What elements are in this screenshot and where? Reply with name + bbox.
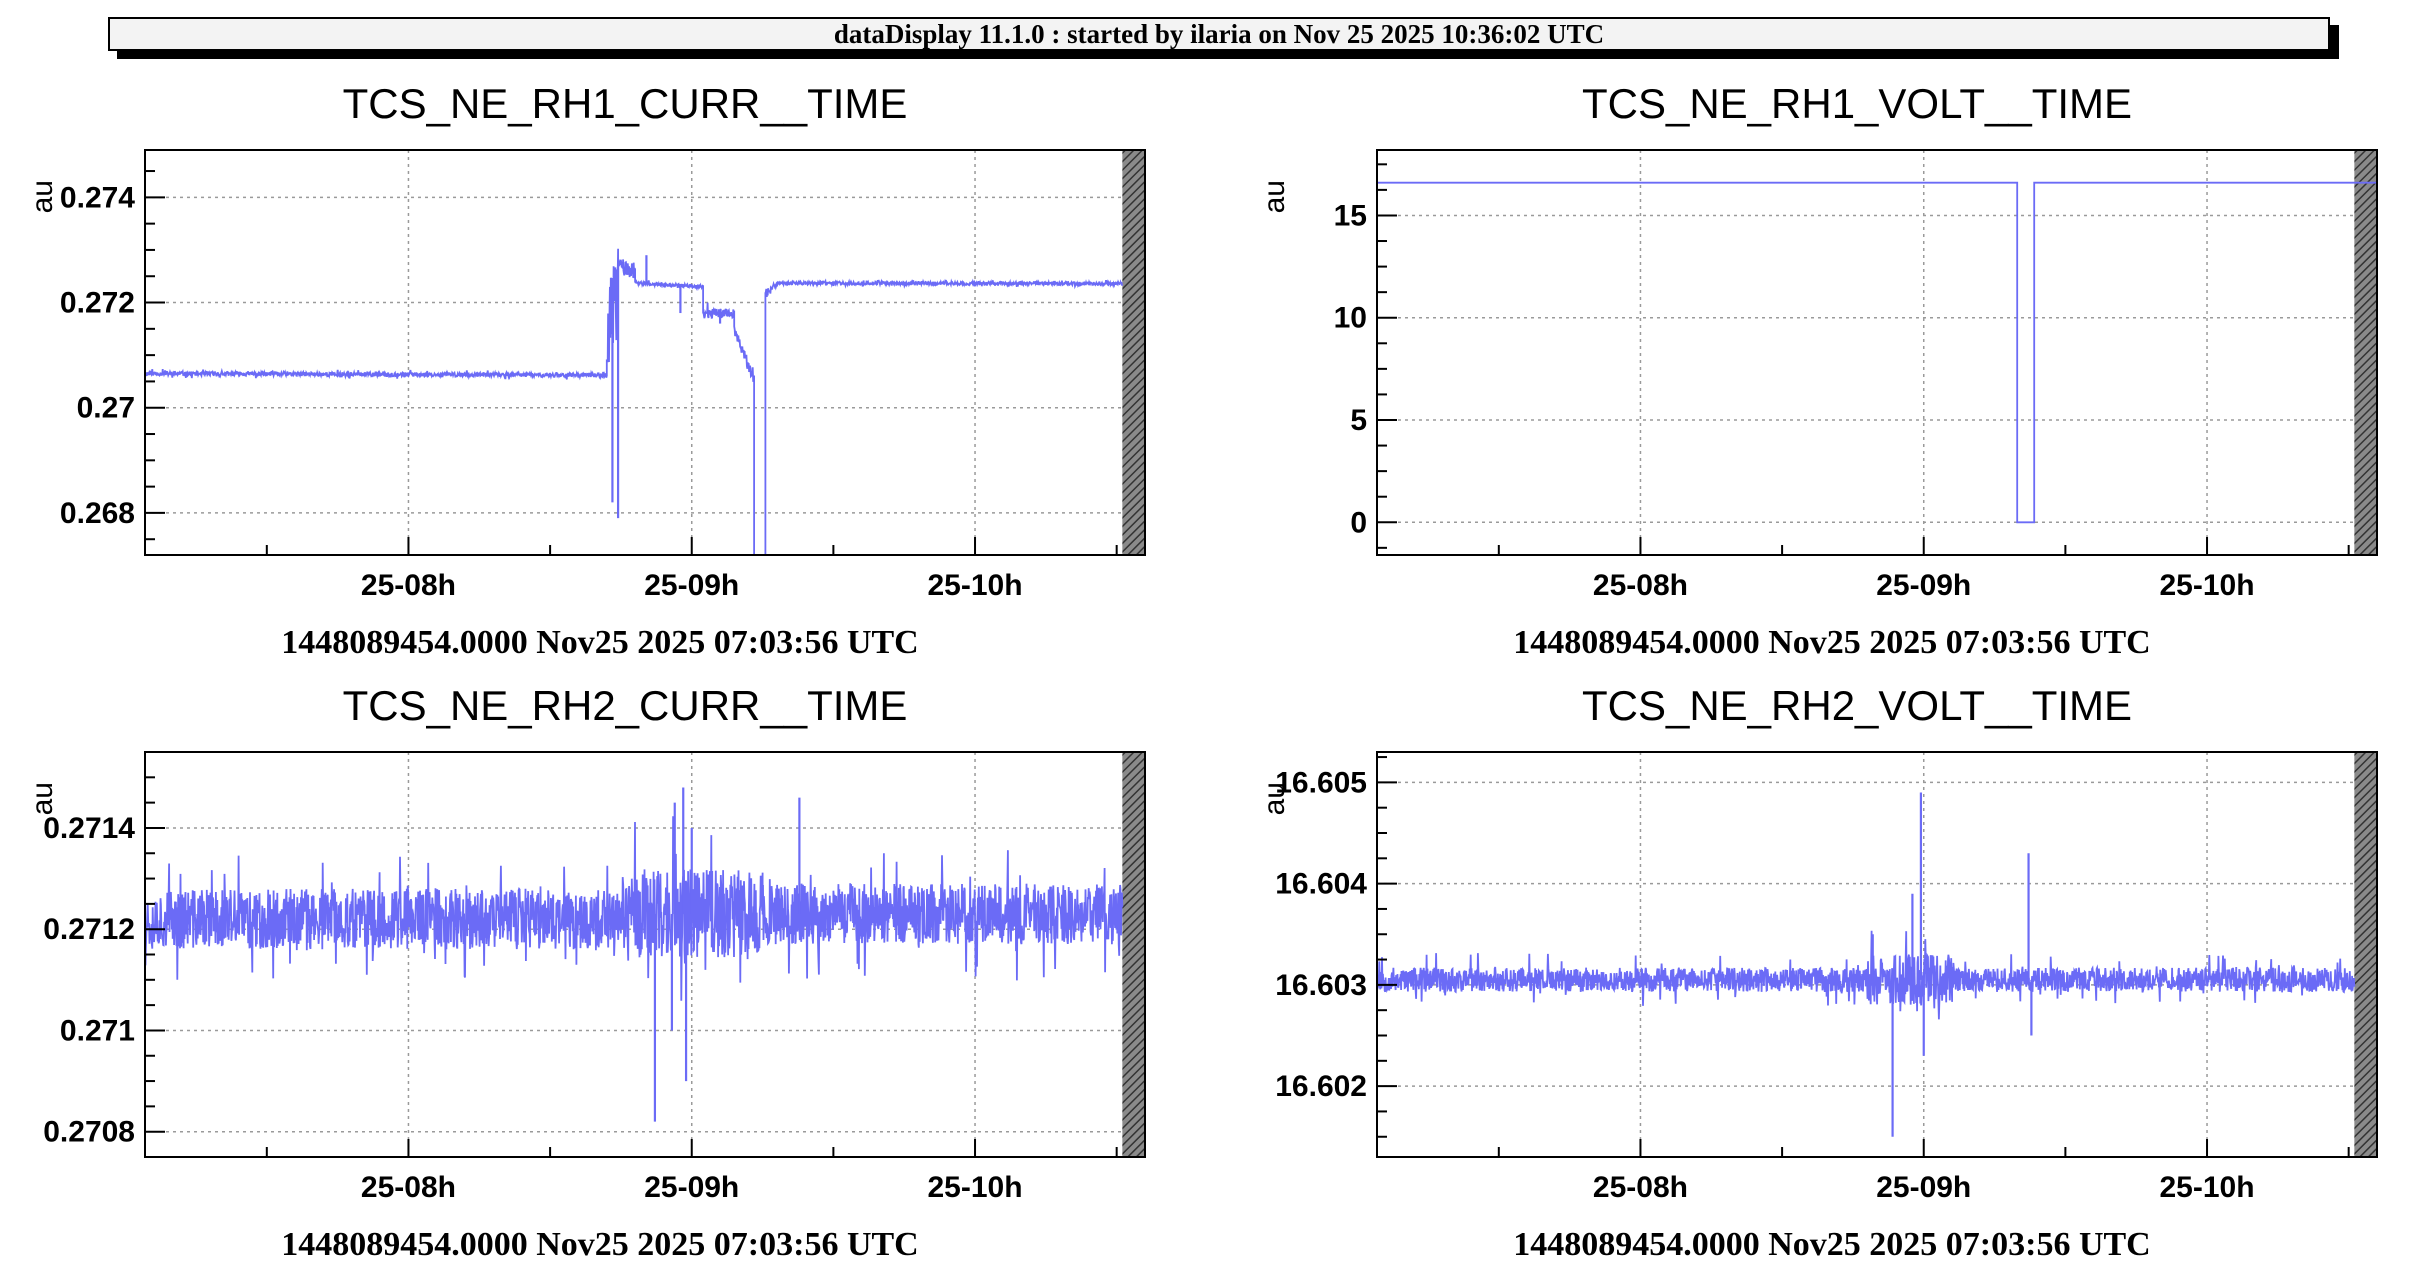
- x-tick-label: 25-08h: [361, 1171, 456, 1204]
- y-tick-label: 0: [1350, 506, 1367, 539]
- x-tick-label: 25-08h: [1593, 1171, 1688, 1204]
- plot-frame: [1376, 149, 2378, 556]
- x-tick-label: 25-09h: [1876, 569, 1971, 602]
- x-tick-label: 25-10h: [2159, 1171, 2254, 1204]
- y-tick-label: 16.603: [1275, 969, 1367, 1002]
- chart-footer-timestamp: 1448089454.0000 Nov25 2025 07:03:56 UTC: [281, 624, 918, 661]
- y-tick-label: 0.2712: [43, 913, 135, 946]
- y-tick-label: 15: [1334, 199, 1367, 232]
- series-line: [144, 248, 1124, 556]
- y-tick-label: 0.274: [60, 181, 135, 214]
- x-tick-label: 25-10h: [927, 569, 1022, 602]
- y-tick-label: 0.2714: [43, 812, 135, 845]
- y-tick-label: 10: [1334, 302, 1367, 335]
- y-tick-label: 16.602: [1275, 1070, 1367, 1103]
- y-tick-label: 0.27: [77, 392, 135, 425]
- y-tick-label: 16.605: [1275, 766, 1367, 799]
- chart-footer-timestamp: 1448089454.0000 Nov25 2025 07:03:56 UTC: [281, 1226, 918, 1263]
- x-tick-label: 25-10h: [2159, 569, 2254, 602]
- plot-frame: [1376, 751, 2378, 1158]
- window-title: dataDisplay 11.1.0 : started by ilaria o…: [833, 19, 1605, 49]
- x-tick-label: 25-09h: [644, 1171, 739, 1204]
- no-data-region: [2354, 752, 2377, 1157]
- window-title-bar: dataDisplay 11.1.0 : started by ilaria o…: [108, 17, 2330, 51]
- series-line: [1377, 181, 2377, 524]
- y-tick-label: 0.2708: [43, 1116, 135, 1149]
- series-line: [144, 816, 1124, 1001]
- x-tick-label: 25-08h: [361, 569, 456, 602]
- plot-frame: [144, 751, 1146, 1158]
- grid: [1377, 752, 2377, 1157]
- y-tick-label: 5: [1350, 404, 1367, 437]
- plot-frame: [144, 149, 1146, 556]
- x-tick-label: 25-08h: [1593, 569, 1688, 602]
- y-axis-label: au: [1258, 782, 1291, 815]
- x-tick-label: 25-09h: [644, 569, 739, 602]
- y-axis-label: au: [26, 180, 59, 213]
- grid: [145, 150, 1145, 555]
- y-tick-label: 0.272: [60, 287, 135, 320]
- y-tick-label: 0.268: [60, 497, 135, 530]
- chart-footer-timestamp: 1448089454.0000 Nov25 2025 07:03:56 UTC: [1513, 1226, 2150, 1263]
- chart-title: TCS_NE_RH1_CURR__TIME: [343, 80, 908, 127]
- chart-footer-timestamp: 1448089454.0000 Nov25 2025 07:03:56 UTC: [1513, 624, 2150, 661]
- no-data-region: [1122, 150, 1145, 555]
- x-tick-label: 25-10h: [927, 1171, 1022, 1204]
- grid: [145, 752, 1145, 1157]
- chart-title: TCS_NE_RH2_CURR__TIME: [343, 682, 908, 729]
- no-data-region: [1122, 752, 1145, 1157]
- y-tick-label: 0.271: [60, 1014, 135, 1047]
- y-axis-label: au: [1258, 180, 1291, 213]
- grid: [1377, 150, 2377, 555]
- no-data-region: [2354, 150, 2377, 555]
- y-axis-label: au: [26, 782, 59, 815]
- series-line: [1376, 930, 2356, 1020]
- y-tick-label: 16.604: [1275, 868, 1367, 901]
- x-tick-label: 25-09h: [1876, 1171, 1971, 1204]
- chart-title: TCS_NE_RH1_VOLT__TIME: [1582, 80, 2132, 127]
- chart-title: TCS_NE_RH2_VOLT__TIME: [1582, 682, 2132, 729]
